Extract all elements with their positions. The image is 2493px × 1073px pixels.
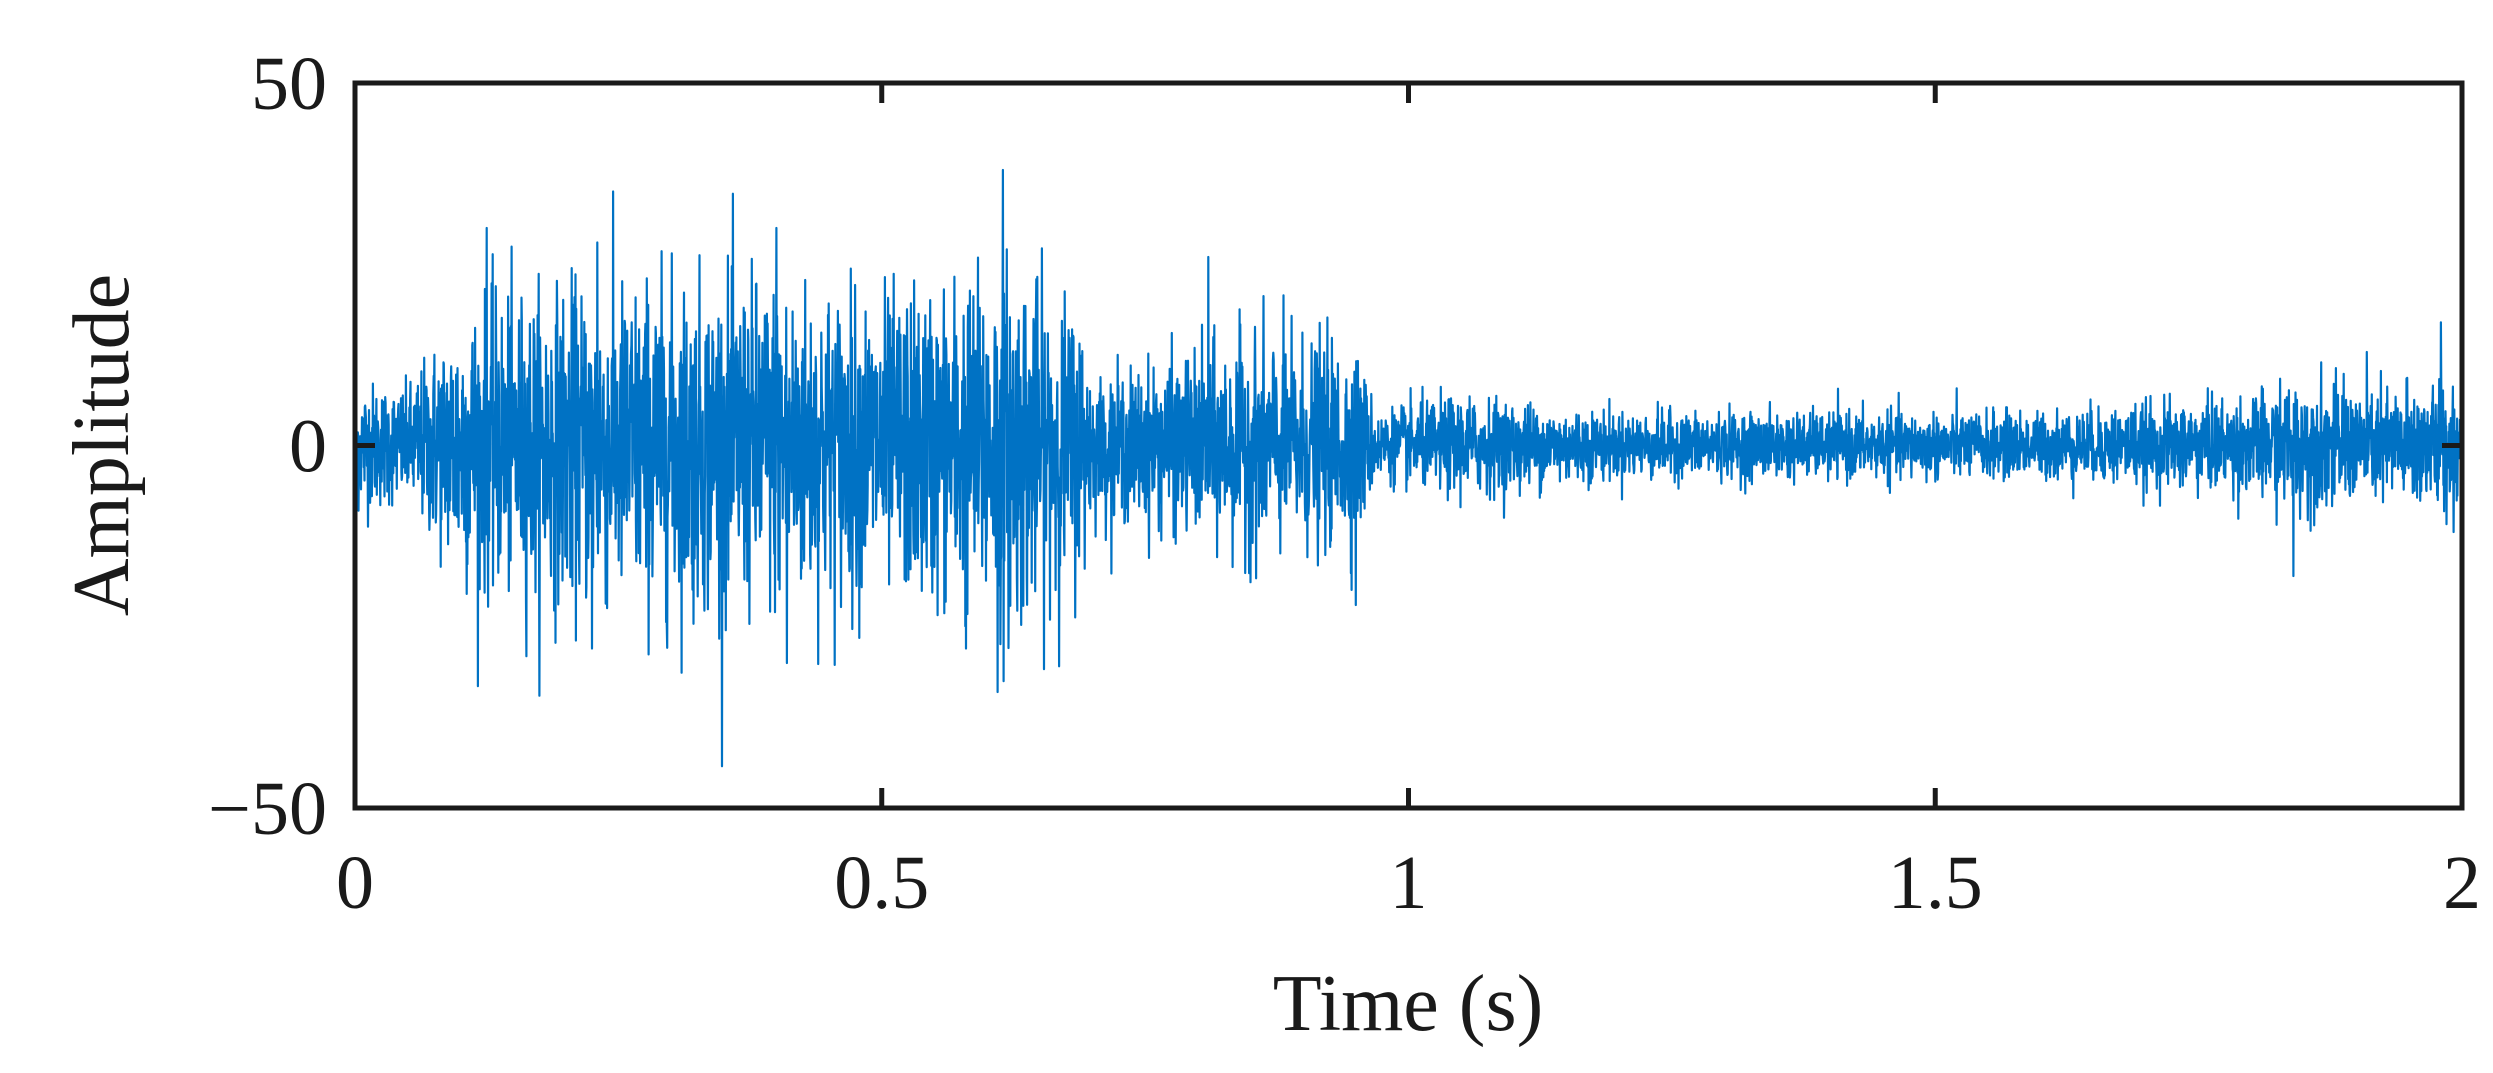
- plot-area: [353, 168, 2464, 768]
- signal-line: [353, 168, 2464, 768]
- x-tick-label-0: 0: [336, 841, 374, 925]
- x-tick-label-3: 1.5: [1888, 841, 1983, 925]
- y-tick-label-2: 50: [251, 42, 327, 126]
- y-tick-label-1: 0: [289, 405, 327, 489]
- ticks: [352, 80, 2465, 811]
- y-tick-label-0: −50: [208, 767, 327, 851]
- y-axis-label: Amplitude: [58, 274, 146, 616]
- x-axis-label: Time (s): [1273, 960, 1543, 1048]
- x-tick-label-2: 1: [1390, 841, 1428, 925]
- x-tick-label-1: 0.5: [834, 841, 929, 925]
- x-tick-label-4: 2: [2443, 841, 2481, 925]
